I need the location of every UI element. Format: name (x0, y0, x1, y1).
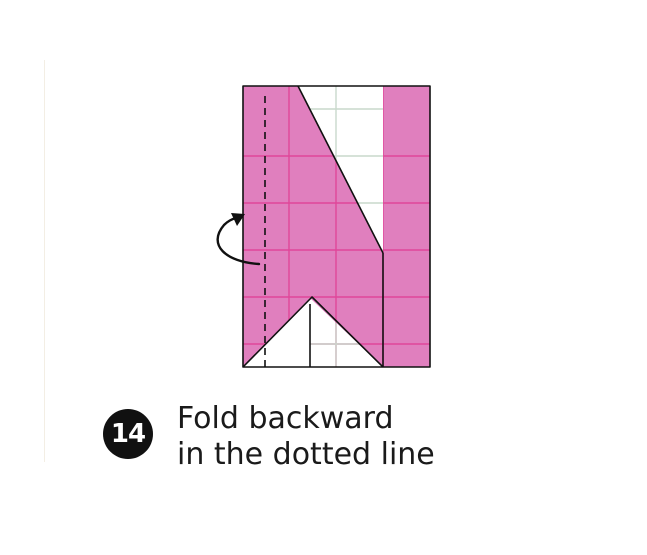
page-edge-line (44, 60, 45, 462)
instruction-line-1: Fold backward (177, 401, 394, 436)
outer-square-outline (242, 85, 431, 368)
instruction-text: Fold backward in the dotted line (177, 401, 435, 473)
pink-right-strip (383, 86, 430, 367)
step-number-badge: 14 (103, 409, 153, 459)
paper-outlines (242, 85, 431, 368)
bottom-peak-edge (242, 296, 384, 368)
fold-arrow-icon (216, 213, 261, 266)
step-number: 14 (110, 419, 146, 449)
diagonal-fold-edge (297, 85, 384, 254)
instruction-line-2: in the dotted line (177, 437, 435, 472)
